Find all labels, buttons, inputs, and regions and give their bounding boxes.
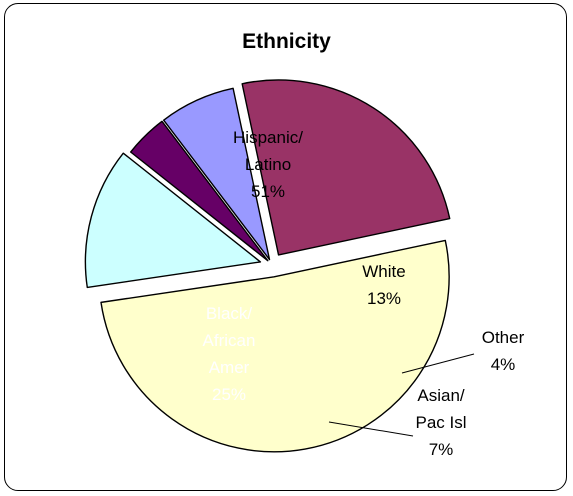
slice-value-black: 25% — [212, 385, 246, 404]
slice-label-line: Asian/ — [417, 386, 465, 405]
slice-label-asian: Asian/Pac Isl 7% — [415, 386, 466, 459]
slice-label-line: African — [203, 331, 256, 350]
slice-label-line: Hispanic/ — [233, 128, 303, 147]
leader-line-other — [401, 353, 475, 374]
chart-title: Ethnicity — [242, 30, 331, 53]
pie-slice-other — [129, 120, 269, 262]
slice-label-hispanic: Hispanic/Latino 51% — [233, 128, 303, 201]
slice-label-line: White — [362, 262, 405, 281]
slice-label-black: Black/African Amer 25% — [203, 304, 256, 404]
slice-label-other: Other 4% — [482, 328, 525, 374]
pie-slice-asian — [162, 87, 271, 261]
pie-slice-white — [84, 152, 262, 289]
slice-label-white: White 13% — [362, 262, 405, 308]
slice-value-white: 13% — [367, 289, 401, 308]
slice-label-line: Amer — [209, 358, 250, 377]
pie-slice-hispanic — [100, 239, 450, 453]
slice-label-line: Other — [482, 328, 525, 347]
slice-value-asian: 7% — [429, 440, 454, 459]
slice-value-hispanic: 51% — [251, 182, 285, 201]
slice-label-line: Pac Isl — [415, 413, 466, 432]
slice-label-line: Black/ — [206, 304, 253, 323]
pie-slice-black — [241, 79, 451, 256]
slice-label-line: Latino — [245, 155, 291, 174]
slice-value-other: 4% — [491, 355, 516, 374]
leader-line-asian — [328, 421, 414, 437]
